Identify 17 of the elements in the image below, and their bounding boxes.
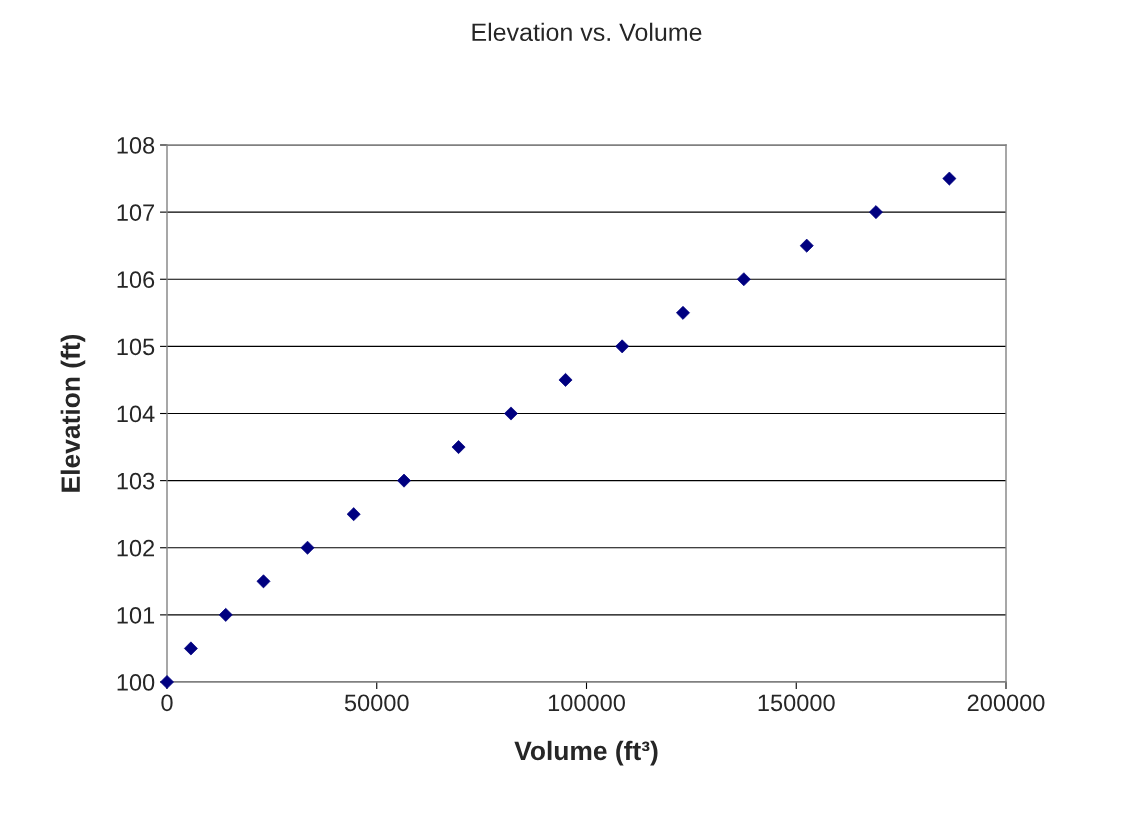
y-tick-label: 102: [117, 539, 155, 557]
y-axis-title: Elevation (ft): [60, 334, 86, 492]
y-tick-label: 106: [117, 271, 155, 289]
x-tick-label: 200000: [967, 694, 1045, 712]
y-tick-label: 101: [117, 606, 155, 624]
x-tick-label: 0: [161, 694, 173, 712]
y-tick-label: 105: [117, 338, 155, 356]
x-axis-title: Volume (ft³): [514, 740, 658, 766]
y-tick-label: 108: [117, 137, 155, 154]
y-tick-label: 103: [117, 472, 155, 490]
y-tick-label: 100: [117, 674, 155, 691]
chart-title: Elevation vs. Volume: [472, 22, 702, 42]
y-tick-label: 107: [117, 204, 155, 221]
x-tick-label: 50000: [344, 694, 409, 712]
x-tick-label: 100000: [548, 694, 625, 712]
x-tick-label: 150000: [758, 694, 835, 712]
y-tick-label: 104: [117, 405, 155, 423]
